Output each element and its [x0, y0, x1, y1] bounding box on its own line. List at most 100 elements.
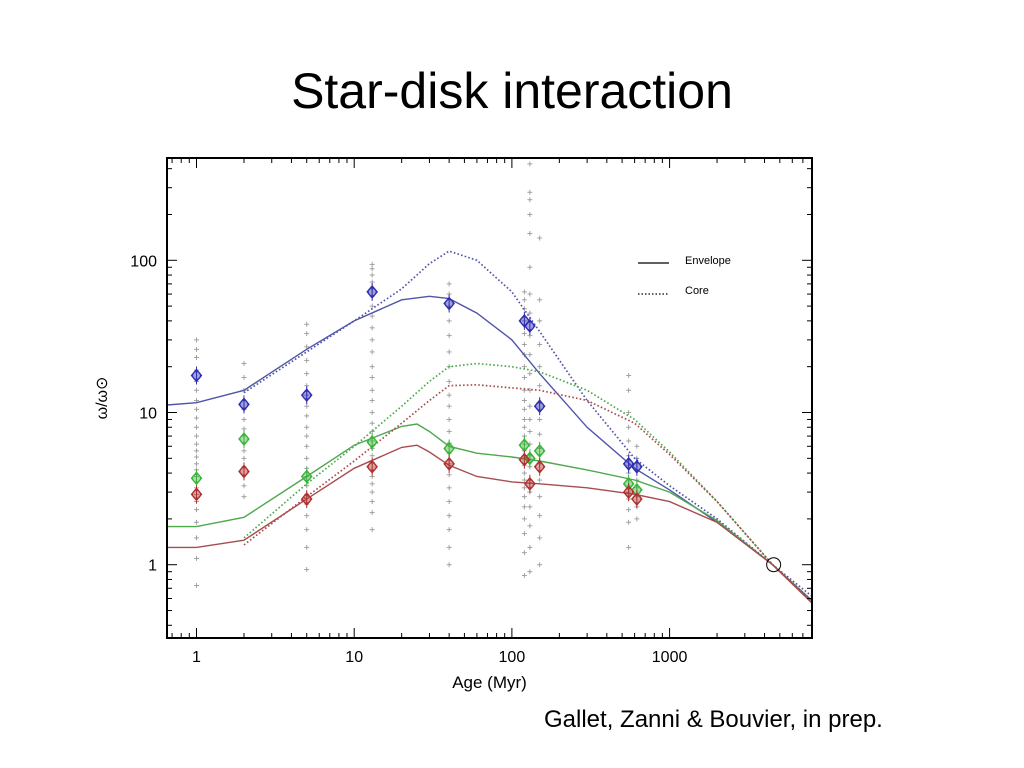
axis-ticks — [167, 158, 813, 638]
observation-point — [527, 504, 533, 510]
marker-ring — [624, 459, 634, 469]
marker-ring — [444, 444, 454, 454]
tick-labels: 1 10 100 1000 1 10 100 — [130, 253, 687, 666]
observation-point — [527, 352, 533, 358]
observation-point — [194, 354, 200, 360]
slow-cluster-marker — [631, 490, 643, 509]
legend-label-core: Core — [685, 285, 709, 297]
observation-point — [446, 472, 452, 478]
slow-cluster-marker — [443, 454, 455, 473]
observation-point — [369, 303, 375, 309]
slow-cluster-marker — [533, 457, 546, 476]
marker-ring — [535, 446, 545, 456]
observation-point — [527, 371, 533, 377]
observation-point — [521, 406, 527, 412]
sun-marker — [766, 557, 782, 573]
observation-point — [369, 387, 375, 393]
observation-point — [369, 364, 375, 370]
observation-point — [304, 455, 310, 461]
y-tick-label: 100 — [130, 253, 157, 270]
marker-ring — [444, 459, 454, 469]
medium-core-curve — [243, 362, 813, 602]
observation-point — [446, 416, 452, 422]
observation-point — [527, 291, 533, 297]
marker-ring — [192, 489, 202, 499]
observation-point — [537, 562, 543, 568]
x-tick-label: 1 — [192, 649, 201, 666]
slow-envelope-curve — [167, 444, 813, 604]
observation-point — [194, 406, 200, 412]
observation-point — [194, 461, 200, 467]
observation-point — [446, 333, 452, 339]
observation-point — [194, 387, 200, 393]
fast-cluster-marker — [366, 282, 379, 301]
observation-point — [521, 331, 527, 337]
observation-point — [446, 429, 452, 435]
marker-ring — [239, 466, 249, 476]
observation-point — [369, 481, 375, 487]
observation-point — [521, 477, 527, 483]
observation-point — [527, 211, 533, 217]
slow-cluster-marker — [190, 485, 203, 504]
observation-point — [194, 583, 200, 589]
observation-point — [241, 455, 247, 461]
observation-point — [521, 397, 527, 403]
medium-cluster-marker — [533, 441, 546, 460]
citation: Gallet, Zanni & Bouvier, in prep. — [544, 706, 883, 733]
observation-point — [537, 535, 543, 541]
observation-point — [537, 431, 543, 437]
cluster-markers — [190, 282, 643, 509]
observation-point — [537, 297, 543, 303]
observation-point — [446, 562, 452, 568]
observation-point — [369, 272, 375, 278]
observation-point — [521, 341, 527, 347]
observation-point — [304, 567, 310, 573]
x-tick-label: 10 — [345, 649, 363, 666]
fast-envelope-curve — [166, 295, 813, 602]
observation-point — [369, 453, 375, 459]
observation-point — [241, 374, 247, 380]
observation-point — [527, 429, 533, 435]
observation-point — [537, 235, 543, 241]
fast-core-curve — [243, 250, 813, 597]
fast-cluster-marker — [524, 317, 536, 336]
observation-point — [626, 410, 632, 416]
observation-point — [304, 413, 310, 419]
marker-ring — [239, 434, 249, 444]
marker-ring — [525, 479, 535, 489]
observation-point — [369, 410, 375, 416]
slow-core-curve — [243, 383, 813, 602]
slow-cluster-marker — [524, 474, 536, 493]
observation-point — [446, 318, 452, 324]
observation-point — [369, 510, 375, 516]
observation-point — [521, 485, 527, 491]
observation-point — [446, 513, 452, 519]
marker-ring — [632, 462, 642, 472]
observation-point — [527, 569, 533, 575]
observation-point — [446, 392, 452, 398]
slow-cluster-marker — [366, 457, 379, 476]
medium-cluster-marker — [238, 429, 250, 448]
observation-point — [527, 197, 533, 203]
observation-point — [194, 433, 200, 439]
observation-point — [537, 477, 543, 483]
observation-point — [537, 513, 543, 519]
observation-point — [194, 519, 200, 525]
observation-point — [521, 504, 527, 510]
y-axis-label: ω/ω⊙ — [94, 377, 111, 420]
x-axis-label: Age (Myr) — [452, 673, 527, 692]
observation-point — [537, 416, 543, 422]
slow-cluster-marker — [300, 490, 313, 509]
observation-point — [521, 424, 527, 430]
observation-point — [369, 261, 375, 267]
fast-cluster-marker — [622, 454, 635, 473]
observation-point — [194, 555, 200, 561]
marker-ring — [367, 437, 377, 447]
observation-point — [446, 378, 452, 384]
observation-point — [446, 499, 452, 505]
observation-point — [304, 357, 310, 363]
observation-point — [446, 544, 452, 550]
observation-point — [626, 387, 632, 393]
observation-point — [626, 424, 632, 430]
model-curves — [166, 250, 813, 604]
